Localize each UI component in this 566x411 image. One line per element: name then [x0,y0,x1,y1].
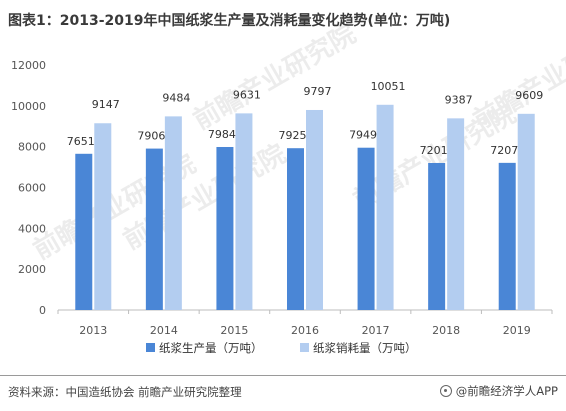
bar-consumption [306,109,323,311]
y-tick-label: 4000 [18,222,46,235]
brand-text: @前瞻经济学人APP [455,384,558,398]
chart-data-labels: 7651 9147 7906 9484 7984 9631 7925 9797 7949 1005… [67,80,543,157]
data-label: 9387 [445,93,473,106]
x-tick-label: 2015 [220,324,248,337]
chart-bars [75,104,535,311]
data-label: 7651 [67,135,95,148]
legend-swatch-production [146,343,155,352]
bar-production [498,162,516,310]
bar-consumption [447,118,465,310]
legend-swatch-consumption [300,343,309,352]
bar-production [75,153,93,310]
brand-logo-icon [439,385,452,397]
x-tick-label: 2017 [362,324,390,337]
y-tick-label: 6000 [18,182,46,195]
y-tick-label: 10000 [11,100,46,113]
footer-divider [0,375,566,376]
y-tick-label: 2000 [18,263,46,276]
chart-title: 图表1：2013-2019年中国纸浆生产量及消耗量变化趋势(单位：万吨) [8,13,451,29]
legend-label-consumption: 纸浆销耗量（万吨） [313,341,417,355]
data-label: 7925 [279,129,307,142]
bar-production [357,147,375,310]
data-label: 9631 [233,88,261,101]
data-label: 9484 [162,91,190,104]
data-label: 9609 [515,89,543,102]
x-tick-label: 2013 [79,324,107,337]
watermark-text: 前瞻产业研究院 [188,18,361,136]
chart-axes: 0 2000 4000 6000 8000 10000 12000 2013 2014 2015 2… [11,59,553,337]
bar-production [428,162,446,310]
bar-consumption [94,123,112,310]
legend-label-production: 纸浆生产量（万吨） [159,341,263,355]
bar-consumption [376,104,394,310]
bar-production [216,146,234,310]
y-tick-label: 0 [39,304,46,317]
data-label: 9147 [92,98,120,111]
x-tick-label: 2018 [432,324,460,337]
data-label: 7201 [420,144,448,157]
data-label: 7207 [490,144,518,157]
x-tick-label: 2016 [291,324,319,337]
y-tick-label: 8000 [18,141,46,154]
bar-consumption [164,116,182,310]
data-label: 10051 [371,80,406,93]
source-note: 资料来源：中国造纸协会 前瞻产业研究院整理 [8,385,242,399]
chart-legend: 纸浆生产量（万吨） 纸浆销耗量（万吨） [146,341,417,355]
bar-production [145,148,163,310]
bar-consumption [517,113,535,310]
bar-consumption [235,113,253,310]
data-label: 9797 [304,85,332,98]
brand-credit: @前瞻经济学人APP [439,383,558,399]
bar-production [287,148,304,310]
data-label: 7906 [137,130,165,143]
y-tick-label: 12000 [11,59,46,72]
data-label: 7984 [208,128,236,141]
x-tick-label: 2014 [150,324,178,337]
x-tick-label: 2019 [503,324,531,337]
data-label: 7949 [349,129,377,142]
